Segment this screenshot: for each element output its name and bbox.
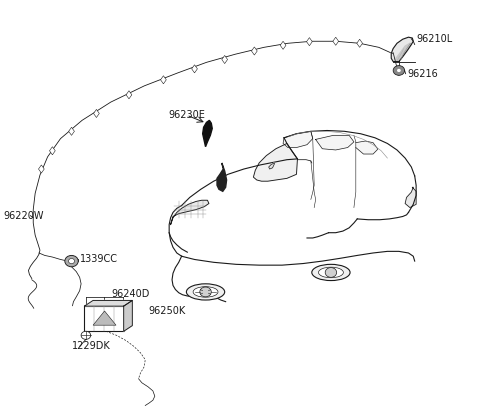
Text: 1229DK: 1229DK <box>72 341 110 351</box>
Polygon shape <box>391 37 413 61</box>
Polygon shape <box>356 141 378 154</box>
Circle shape <box>81 331 91 339</box>
Ellipse shape <box>319 267 343 278</box>
Polygon shape <box>170 200 209 225</box>
Polygon shape <box>333 37 338 45</box>
Ellipse shape <box>312 264 350 280</box>
Polygon shape <box>316 136 354 150</box>
Ellipse shape <box>186 284 225 300</box>
Polygon shape <box>405 187 416 208</box>
Polygon shape <box>253 144 298 181</box>
Circle shape <box>69 258 74 264</box>
Circle shape <box>325 267 336 277</box>
Polygon shape <box>357 39 362 47</box>
Polygon shape <box>124 300 132 331</box>
Circle shape <box>200 287 211 297</box>
Polygon shape <box>69 127 74 136</box>
Polygon shape <box>49 147 55 155</box>
Polygon shape <box>126 91 132 99</box>
Polygon shape <box>38 165 44 173</box>
Polygon shape <box>94 109 99 118</box>
Text: 1339CC: 1339CC <box>80 254 118 265</box>
Polygon shape <box>252 47 257 55</box>
Text: 96216: 96216 <box>408 69 438 79</box>
Polygon shape <box>203 120 212 147</box>
Polygon shape <box>280 41 286 49</box>
Text: 96230E: 96230E <box>168 110 205 120</box>
Polygon shape <box>283 131 313 147</box>
Text: 96220W: 96220W <box>3 212 44 221</box>
Text: 96210L: 96210L <box>416 34 452 44</box>
Polygon shape <box>192 65 197 73</box>
Circle shape <box>393 66 405 75</box>
Circle shape <box>65 256 78 267</box>
Polygon shape <box>222 55 228 63</box>
Bar <box>84 306 124 331</box>
Text: 96250K: 96250K <box>148 306 185 316</box>
Polygon shape <box>93 311 116 325</box>
Polygon shape <box>217 163 227 191</box>
Polygon shape <box>307 37 312 46</box>
Text: 96240D: 96240D <box>112 289 150 299</box>
Circle shape <box>397 69 401 72</box>
Polygon shape <box>160 76 166 84</box>
Polygon shape <box>269 163 275 169</box>
Polygon shape <box>395 43 411 61</box>
Polygon shape <box>84 300 132 306</box>
Ellipse shape <box>193 287 218 297</box>
